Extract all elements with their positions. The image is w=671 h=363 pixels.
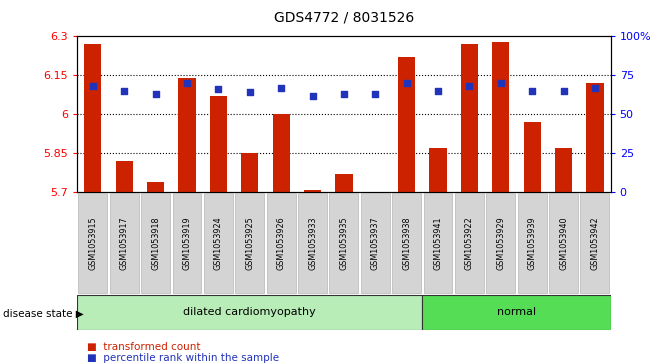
- FancyBboxPatch shape: [110, 193, 139, 293]
- FancyBboxPatch shape: [455, 193, 484, 293]
- Text: GSM1053937: GSM1053937: [371, 216, 380, 270]
- Text: GSM1053924: GSM1053924: [214, 216, 223, 270]
- Bar: [304, 190, 321, 192]
- Point: [244, 90, 255, 95]
- Bar: [178, 78, 196, 192]
- Text: GSM1053922: GSM1053922: [465, 216, 474, 270]
- Point: [150, 91, 161, 97]
- Text: GSM1053925: GSM1053925: [245, 216, 254, 270]
- FancyBboxPatch shape: [423, 193, 452, 293]
- Point: [558, 88, 569, 94]
- Text: dilated cardiomyopathy: dilated cardiomyopathy: [183, 307, 316, 317]
- Point: [464, 83, 475, 89]
- FancyBboxPatch shape: [393, 193, 421, 293]
- Text: disease state ▶: disease state ▶: [3, 309, 84, 319]
- FancyBboxPatch shape: [518, 193, 547, 293]
- Bar: [336, 174, 352, 192]
- Point: [590, 85, 601, 91]
- Point: [495, 80, 506, 86]
- FancyBboxPatch shape: [79, 193, 107, 293]
- FancyBboxPatch shape: [486, 193, 515, 293]
- Text: GSM1053918: GSM1053918: [151, 216, 160, 270]
- FancyBboxPatch shape: [141, 193, 170, 293]
- Bar: [210, 96, 227, 192]
- FancyBboxPatch shape: [172, 193, 201, 293]
- Text: normal: normal: [497, 307, 536, 317]
- Bar: [555, 148, 572, 192]
- Text: ■  transformed count: ■ transformed count: [87, 342, 201, 352]
- Bar: [115, 161, 133, 192]
- FancyBboxPatch shape: [298, 193, 327, 293]
- Point: [307, 93, 318, 98]
- Text: GSM1053942: GSM1053942: [590, 216, 599, 270]
- Text: GDS4772 / 8031526: GDS4772 / 8031526: [274, 11, 414, 25]
- Text: GSM1053929: GSM1053929: [497, 216, 505, 270]
- Bar: [429, 148, 447, 192]
- Point: [276, 85, 287, 91]
- FancyBboxPatch shape: [361, 193, 390, 293]
- Text: GSM1053940: GSM1053940: [559, 216, 568, 270]
- FancyBboxPatch shape: [329, 193, 358, 293]
- Bar: [492, 41, 509, 192]
- Text: GSM1053926: GSM1053926: [276, 216, 286, 270]
- Point: [433, 88, 444, 94]
- Point: [182, 80, 193, 86]
- FancyBboxPatch shape: [236, 193, 264, 293]
- FancyBboxPatch shape: [549, 193, 578, 293]
- Text: GSM1053919: GSM1053919: [183, 216, 191, 270]
- Text: GSM1053935: GSM1053935: [340, 216, 348, 270]
- Point: [119, 88, 130, 94]
- Bar: [398, 57, 415, 192]
- FancyBboxPatch shape: [422, 295, 611, 330]
- Bar: [85, 44, 101, 192]
- Point: [213, 86, 223, 92]
- Bar: [241, 154, 258, 192]
- FancyBboxPatch shape: [204, 193, 233, 293]
- Bar: [147, 182, 164, 192]
- FancyBboxPatch shape: [266, 193, 295, 293]
- FancyBboxPatch shape: [580, 193, 609, 293]
- Bar: [272, 114, 290, 192]
- Text: GSM1053939: GSM1053939: [527, 216, 537, 270]
- FancyBboxPatch shape: [77, 295, 422, 330]
- Text: GSM1053938: GSM1053938: [402, 216, 411, 270]
- Bar: [586, 83, 603, 192]
- Point: [370, 91, 380, 97]
- Text: ■  percentile rank within the sample: ■ percentile rank within the sample: [87, 352, 279, 363]
- Point: [339, 91, 350, 97]
- Text: GSM1053915: GSM1053915: [89, 216, 97, 270]
- Text: GSM1053917: GSM1053917: [119, 216, 129, 270]
- Text: GSM1053933: GSM1053933: [308, 216, 317, 270]
- Point: [527, 88, 537, 94]
- Point: [401, 80, 412, 86]
- Bar: [461, 44, 478, 192]
- Bar: [523, 122, 541, 192]
- Point: [87, 83, 98, 89]
- Text: GSM1053941: GSM1053941: [433, 216, 443, 270]
